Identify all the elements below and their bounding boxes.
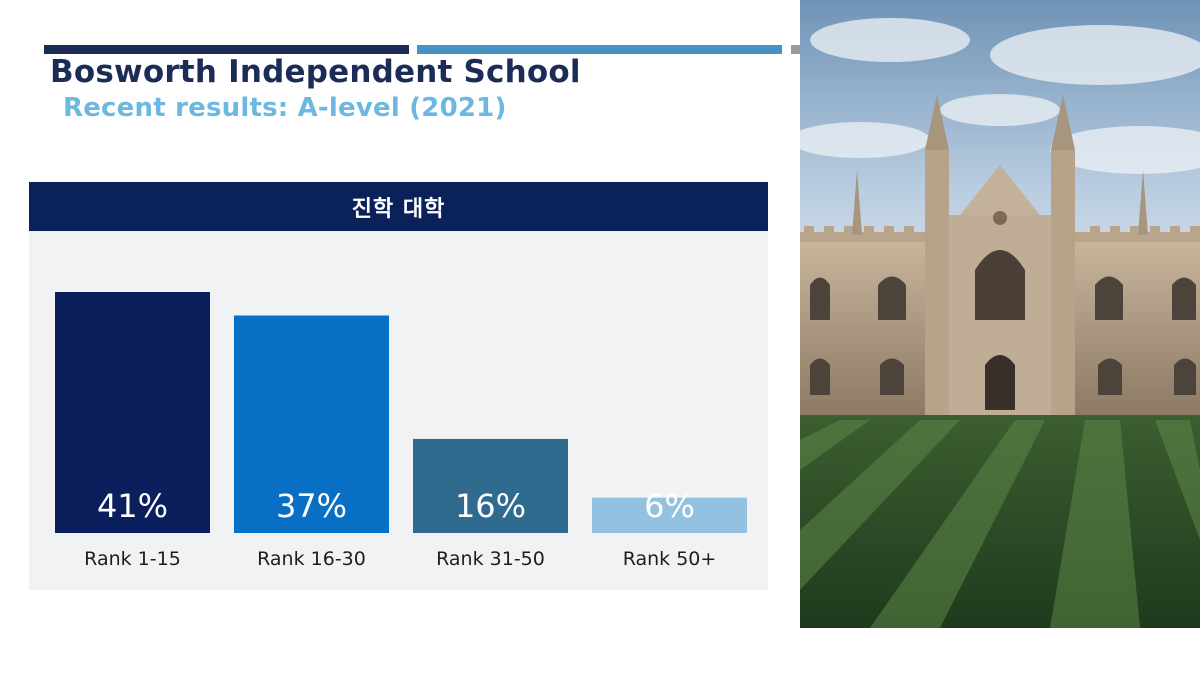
bar-chart: 41% Rank 1-15 37% Rank 16-30 16% Rank 31-50 6%… (55, 292, 747, 570)
university-building-photo (800, 0, 1200, 628)
category-label: Rank 16-30 (257, 548, 366, 570)
chart-panel: 진학 대학 41% Rank 1-15 37% Rank 16-30 16% Rank 3… (29, 182, 768, 590)
bar-2 (234, 315, 389, 533)
header-accent-bar-grey (791, 45, 800, 54)
bar-value-label: 6% (644, 487, 695, 525)
bar-value-label: 16% (455, 487, 526, 525)
header-accent-bar-blue (417, 45, 782, 54)
bar-3 (413, 438, 568, 533)
page-title: Bosworth Independent School (50, 54, 581, 90)
chart-title: 진학 대학 (29, 182, 768, 231)
bar-4 (592, 497, 747, 533)
page-subtitle: Recent results: A-level (2021) (63, 93, 507, 123)
category-label: Rank 50+ (623, 548, 717, 570)
category-label: Rank 31-50 (436, 548, 545, 570)
category-label: Rank 1-15 (84, 548, 181, 570)
bar-1 (55, 292, 210, 533)
header-accent-bar-dark (44, 45, 409, 54)
bar-value-label: 41% (97, 487, 168, 525)
bar-value-label: 37% (276, 487, 347, 525)
